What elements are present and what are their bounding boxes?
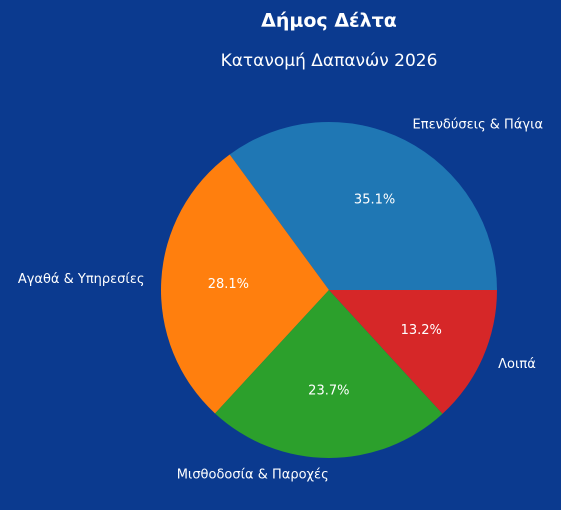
slice-label: Μισθοδοσία & Παροχές [177, 467, 329, 482]
value-label: 28.1% [208, 277, 249, 292]
slice-label: Επενδύσεις & Πάγια [413, 118, 544, 133]
chart-title: Δήμος Δέλτα [261, 10, 397, 32]
slice-label: Λοιπά [498, 357, 536, 372]
value-label: 13.2% [401, 323, 442, 338]
pie-slice [229, 122, 497, 290]
pie-slice [329, 290, 497, 414]
slice-label: Αγαθά & Υπηρεσίες [18, 272, 145, 287]
pie-slice [215, 290, 443, 459]
value-label: 23.7% [308, 383, 349, 398]
chart-subtitle: Κατανομή Δαπανών 2026 [221, 51, 438, 71]
pie-slice [160, 154, 329, 414]
value-label: 35.1% [354, 193, 395, 208]
